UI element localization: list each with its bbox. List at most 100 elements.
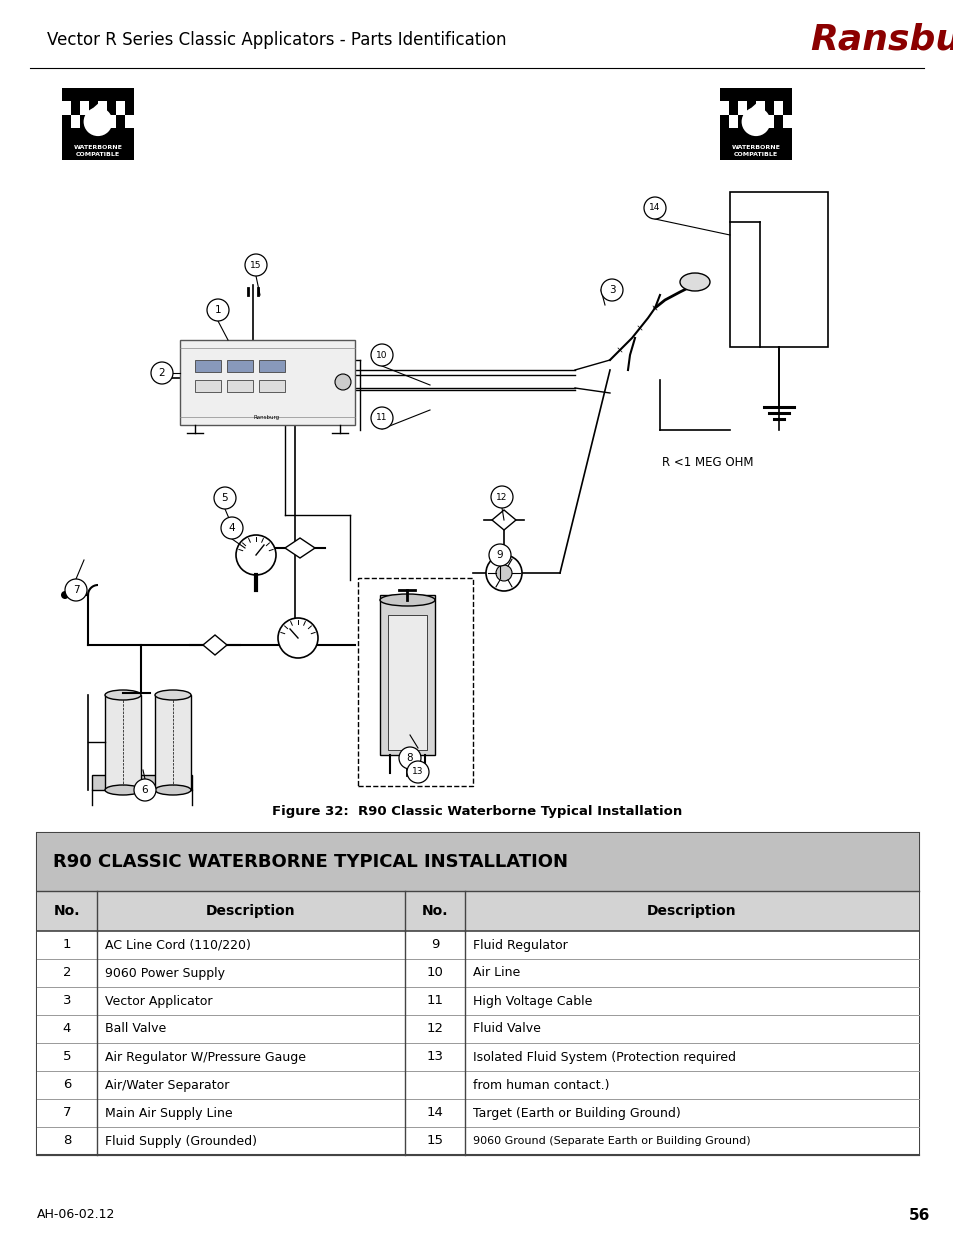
Text: R <1 MEG OHM: R <1 MEG OHM	[661, 456, 753, 468]
Bar	[388, 615, 427, 750]
Text: Description: Description	[206, 904, 295, 918]
Text: 9: 9	[431, 939, 438, 951]
Circle shape	[151, 362, 172, 384]
Circle shape	[84, 107, 112, 136]
Bar	[107, 115, 116, 128]
Bar	[37, 1044, 918, 1071]
Bar	[720, 101, 728, 115]
Ellipse shape	[679, 273, 709, 291]
Bar	[720, 88, 791, 161]
Ellipse shape	[105, 785, 141, 795]
Text: 14: 14	[649, 204, 660, 212]
Text: 15: 15	[250, 261, 261, 269]
Circle shape	[235, 535, 275, 576]
Circle shape	[407, 761, 429, 783]
Circle shape	[398, 747, 420, 769]
Circle shape	[496, 564, 512, 580]
Text: 2: 2	[158, 368, 165, 378]
Text: Vector Applicator: Vector Applicator	[105, 994, 213, 1008]
Circle shape	[485, 555, 521, 592]
Ellipse shape	[379, 594, 435, 606]
Circle shape	[207, 299, 229, 321]
Bar	[357, 578, 473, 785]
Text: 9060 Ground (Separate Earth or Building Ground): 9060 Ground (Separate Earth or Building …	[473, 1136, 750, 1146]
Bar	[105, 695, 141, 790]
Text: 13: 13	[426, 1051, 443, 1063]
Polygon shape	[86, 104, 111, 115]
Polygon shape	[492, 510, 516, 530]
Polygon shape	[203, 635, 227, 655]
Bar	[37, 960, 918, 987]
Bar	[116, 101, 125, 115]
Text: Figure 32:  R90 Classic Waterborne Typical Installation: Figure 32: R90 Classic Waterborne Typica…	[272, 805, 681, 819]
Polygon shape	[743, 104, 767, 115]
Text: Fluid Supply (Grounded): Fluid Supply (Grounded)	[105, 1135, 256, 1147]
Bar	[37, 1071, 918, 1099]
Circle shape	[133, 779, 156, 802]
Text: Isolated Fluid System (Protection required: Isolated Fluid System (Protection requir…	[473, 1051, 735, 1063]
Circle shape	[371, 408, 393, 429]
Circle shape	[643, 198, 665, 219]
Text: 9060 Power Supply: 9060 Power Supply	[105, 967, 225, 979]
Bar	[37, 931, 918, 960]
Text: 8: 8	[406, 753, 413, 763]
Text: R90 CLASSIC WATERBORNE TYPICAL INSTALLATION: R90 CLASSIC WATERBORNE TYPICAL INSTALLAT…	[53, 853, 567, 871]
Circle shape	[213, 487, 235, 509]
Bar	[194, 380, 221, 391]
Bar	[91, 776, 192, 790]
Ellipse shape	[105, 690, 141, 700]
Bar	[80, 101, 89, 115]
Bar	[227, 380, 253, 391]
Bar	[764, 115, 773, 128]
Text: COMPATIBLE: COMPATIBLE	[733, 152, 778, 157]
Bar	[773, 101, 782, 115]
Circle shape	[61, 592, 69, 599]
Circle shape	[335, 374, 351, 390]
Text: 5: 5	[221, 493, 228, 503]
Bar	[227, 359, 253, 372]
Circle shape	[65, 579, 87, 601]
Text: Vector R Series Classic Applicators - Parts Identification: Vector R Series Classic Applicators - Pa…	[47, 31, 506, 49]
Text: 4: 4	[63, 1023, 71, 1035]
Bar	[62, 88, 133, 161]
Circle shape	[600, 279, 622, 301]
Circle shape	[245, 254, 267, 275]
Text: 4: 4	[229, 522, 235, 534]
Text: Ransburg: Ransburg	[253, 415, 280, 420]
Bar	[37, 1015, 918, 1044]
Bar	[379, 595, 435, 755]
Text: Description: Description	[646, 904, 736, 918]
Text: 1: 1	[63, 939, 71, 951]
Bar	[37, 1099, 918, 1128]
Polygon shape	[285, 538, 314, 558]
Circle shape	[740, 107, 770, 136]
Bar	[37, 1128, 918, 1155]
Bar	[194, 359, 221, 372]
Circle shape	[277, 618, 317, 658]
Text: No.: No.	[53, 904, 80, 918]
Bar	[258, 359, 285, 372]
Text: 3: 3	[63, 994, 71, 1008]
Text: 12: 12	[496, 493, 507, 501]
Bar	[755, 101, 764, 115]
Bar	[37, 832, 918, 1155]
Circle shape	[491, 487, 513, 508]
Bar	[258, 380, 285, 391]
Bar	[154, 695, 191, 790]
Bar	[62, 101, 71, 115]
Bar	[729, 191, 827, 347]
Bar	[37, 832, 918, 890]
Text: 3: 3	[608, 285, 615, 295]
Text: No.: No.	[421, 904, 448, 918]
Bar	[71, 115, 80, 128]
Text: 2: 2	[63, 967, 71, 979]
Bar	[89, 115, 98, 128]
Bar	[728, 115, 738, 128]
Text: 9: 9	[497, 550, 503, 559]
Text: COMPATIBLE: COMPATIBLE	[76, 152, 120, 157]
Bar	[180, 340, 355, 425]
Text: 15: 15	[426, 1135, 443, 1147]
Text: 6: 6	[142, 785, 148, 795]
Text: 56: 56	[908, 1208, 930, 1223]
Text: AC Line Cord (110/220): AC Line Cord (110/220)	[105, 939, 251, 951]
